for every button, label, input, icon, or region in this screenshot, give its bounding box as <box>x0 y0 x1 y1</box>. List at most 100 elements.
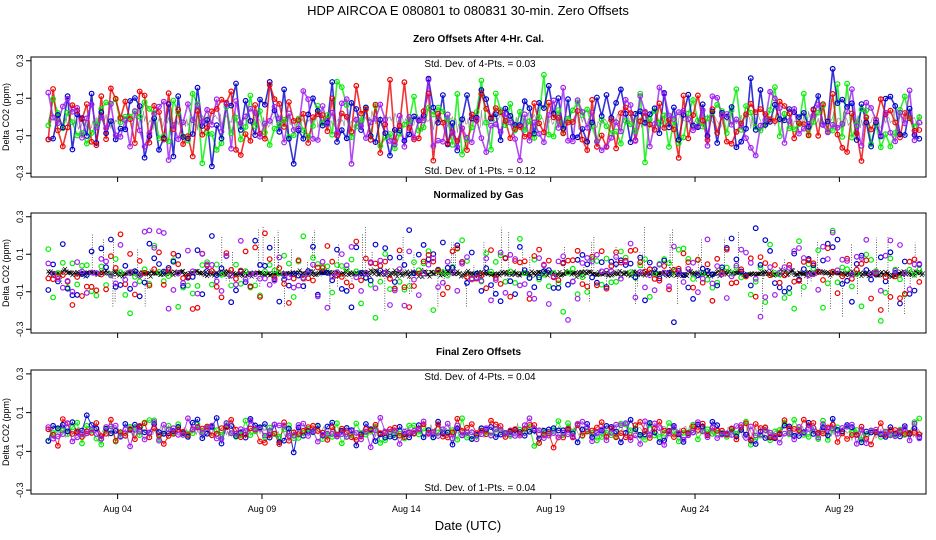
data-point <box>295 257 302 264</box>
data-point <box>877 254 884 261</box>
data-point <box>276 265 283 272</box>
data-point <box>338 440 345 447</box>
data-point <box>613 278 619 285</box>
data-point <box>594 424 600 431</box>
data-point <box>329 431 336 437</box>
data-point <box>492 290 499 297</box>
data-point <box>228 282 235 289</box>
data-point <box>353 244 360 251</box>
data-point <box>786 262 793 268</box>
data-point <box>233 98 239 104</box>
mean-point: × <box>64 269 71 278</box>
mean-point: × <box>341 270 348 279</box>
data-point <box>747 255 754 262</box>
data-point <box>435 421 442 428</box>
mean-point: × <box>520 269 527 278</box>
data-point <box>420 270 427 277</box>
data-point <box>892 433 899 440</box>
mean-point: × <box>585 267 592 276</box>
data-point <box>194 84 201 91</box>
mean-point: × <box>606 271 613 280</box>
data-point <box>868 104 874 111</box>
data-point <box>671 424 677 431</box>
data-point <box>406 113 413 120</box>
mean-point: × <box>733 268 740 277</box>
mean-point: × <box>345 269 352 278</box>
data-point <box>55 273 61 280</box>
mean-point: × <box>915 268 922 277</box>
data-point <box>276 121 283 128</box>
data-point <box>603 92 610 98</box>
data-point <box>569 265 576 272</box>
mean-point: × <box>648 270 655 279</box>
data-point <box>353 442 360 449</box>
data-point <box>156 109 162 115</box>
data-point <box>50 294 56 301</box>
y-axis-label: Delta CO2 (ppm) <box>1 398 11 466</box>
data-point <box>574 99 581 106</box>
data-point <box>897 276 903 283</box>
data-point <box>358 288 365 294</box>
data-point <box>478 87 485 93</box>
data-point <box>632 128 639 135</box>
mean-point: × <box>575 267 582 276</box>
data-point <box>646 259 653 266</box>
data-point <box>627 240 634 247</box>
data-point <box>901 93 908 100</box>
mean-point: × <box>778 265 785 274</box>
data-point <box>170 153 177 160</box>
data-point <box>555 418 562 425</box>
mean-point: × <box>806 270 813 279</box>
data-point <box>834 430 841 437</box>
data-point <box>160 133 167 139</box>
data-point <box>184 273 191 280</box>
data-point <box>762 111 769 117</box>
data-point <box>579 426 586 433</box>
data-point <box>646 272 653 279</box>
mean-point: × <box>376 270 383 279</box>
mean-point: × <box>319 268 326 277</box>
data-point <box>74 259 81 266</box>
data-point <box>805 132 812 139</box>
data-point <box>127 250 134 257</box>
data-point <box>671 434 677 441</box>
data-point <box>425 431 432 437</box>
mean-point: × <box>514 269 521 278</box>
data-point <box>824 256 831 262</box>
x-tick-label: Aug 14 <box>392 504 421 514</box>
data-point <box>136 428 143 435</box>
mean-point: × <box>428 268 435 277</box>
data-point <box>733 264 740 271</box>
data-point <box>459 116 466 123</box>
mean-point: × <box>204 271 211 280</box>
data-point <box>853 253 860 260</box>
series-group <box>45 412 924 456</box>
data-point <box>651 126 658 133</box>
data-point <box>699 101 706 108</box>
data-point <box>829 227 836 234</box>
data-point <box>824 129 831 136</box>
data-point <box>93 431 100 437</box>
data-point <box>733 256 740 263</box>
data-point <box>844 258 850 264</box>
mean-point: × <box>461 270 468 279</box>
mean-point: × <box>689 269 696 278</box>
data-point <box>526 290 533 297</box>
mean-point: × <box>729 269 736 278</box>
data-point <box>695 272 701 279</box>
data-point <box>151 266 158 273</box>
data-point <box>642 297 648 304</box>
data-point <box>228 88 235 95</box>
data-point <box>584 289 591 295</box>
data-point <box>286 274 292 281</box>
data-point <box>262 101 268 108</box>
data-point <box>613 99 619 106</box>
data-point <box>497 128 504 135</box>
data-point <box>93 287 100 294</box>
data-point <box>887 294 894 300</box>
mean-point: × <box>88 268 95 277</box>
data-point <box>271 107 278 114</box>
mean-point: × <box>388 268 395 277</box>
data-point <box>314 107 321 114</box>
mean-point: × <box>402 268 409 277</box>
